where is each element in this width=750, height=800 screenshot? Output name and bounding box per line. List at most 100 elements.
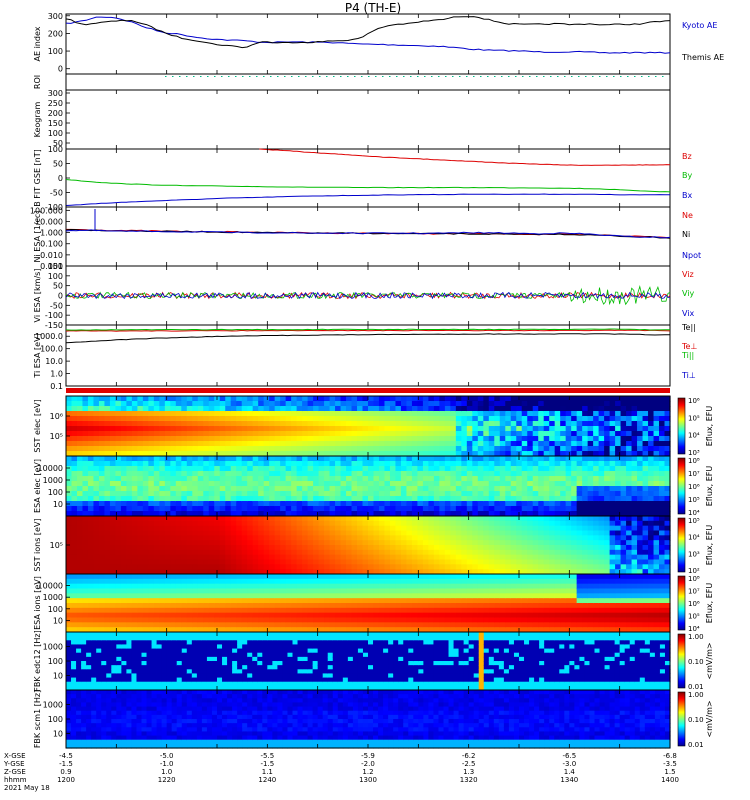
spectro-cell: [131, 569, 138, 575]
spectro-cell: [521, 511, 528, 517]
spectro-cell: [357, 530, 364, 536]
spectro-cell: [329, 511, 336, 517]
spectro-cell: [197, 461, 204, 467]
spectro-cell: [340, 525, 347, 532]
spectro-cell: [516, 496, 523, 502]
spectro-cell: [76, 411, 84, 417]
spectro-cell: [71, 471, 78, 477]
spectro-cell: [153, 564, 160, 570]
spectro-cell: [433, 501, 440, 507]
spectro-cell: [450, 481, 457, 487]
spectro-cell: [598, 530, 605, 536]
spectro-cell: [318, 622, 325, 628]
spectro-cell: [258, 583, 265, 590]
spectro-cell: [142, 559, 149, 565]
spectro-cell: [335, 401, 342, 407]
spectro-cell: [203, 461, 210, 467]
roi-dot: [655, 76, 657, 77]
spectro-cell: [455, 461, 462, 467]
spectro-cell: [516, 426, 523, 432]
spectro-cell: [109, 506, 117, 512]
spectro-cell: [483, 396, 490, 402]
spectro-cell: [225, 617, 232, 623]
spectro-cell: [236, 535, 243, 541]
spectro-cell: [346, 569, 353, 575]
spectro-cell: [307, 535, 314, 541]
spectro-cell: [472, 520, 479, 527]
spectro-cell: [335, 501, 342, 507]
spectro-cell: [258, 569, 265, 575]
spectro-cell: [302, 612, 309, 619]
spectro-cell: [307, 574, 314, 580]
spectro-cell: [285, 396, 292, 402]
spectro-cell: [648, 486, 655, 492]
spectro-cell: [159, 540, 166, 546]
spectro-cell: [329, 401, 336, 407]
spectro-cell: [214, 588, 221, 594]
spectro-cell: [82, 411, 89, 417]
spectro-cell: [247, 501, 254, 507]
spectro-cell: [71, 569, 78, 575]
spectro-cell: [653, 461, 660, 467]
spectro-cell: [335, 476, 342, 482]
spectro-cell: [170, 554, 177, 561]
spectro-cell: [252, 540, 259, 546]
spectro-cell: [461, 451, 468, 457]
spectro-cell: [82, 491, 89, 497]
spectro-cell: [455, 545, 462, 551]
spectro-cell: [461, 461, 468, 467]
spectro-cell: [417, 540, 424, 546]
spectro-cell: [82, 441, 89, 447]
spectro-cell: [192, 436, 199, 442]
spectro-cell: [318, 545, 325, 551]
spectro-cell: [340, 401, 347, 407]
spectro-cell: [313, 564, 320, 570]
spectro-cell: [115, 520, 122, 527]
spectro-cell: [335, 554, 342, 561]
spectro-cell: [203, 569, 210, 575]
spectro-cell: [620, 416, 627, 422]
spectro-cell: [153, 516, 160, 522]
spectro-cell: [532, 535, 539, 541]
spectro-cell: [175, 554, 182, 561]
spectro-cell: [71, 451, 78, 457]
spectro-cell: [598, 476, 605, 482]
spectro-cell: [411, 564, 419, 570]
spectro-cell: [637, 511, 644, 517]
spectro-cell: [357, 406, 364, 412]
legend-label: Te⊥: [681, 342, 697, 351]
spectro-cell: [263, 530, 270, 536]
spectro-cell: [175, 436, 182, 442]
spectro-cell: [186, 491, 193, 497]
spectro-cell: [609, 406, 616, 412]
spectro-cell: [637, 441, 644, 447]
spectro-cell: [252, 506, 259, 512]
spectro-cell: [433, 486, 440, 492]
spectro-cell: [137, 603, 144, 609]
spectro-cell: [400, 496, 408, 502]
spectro-cell: [170, 607, 177, 614]
spectro-cell: [620, 540, 627, 546]
spectro-cell: [384, 446, 391, 452]
spectro-cell: [214, 446, 221, 452]
spectro-cell: [98, 451, 106, 457]
spectro-cell: [587, 476, 594, 482]
spectro-cell: [324, 481, 331, 487]
spectro-cell: [87, 426, 95, 432]
spectro-cell: [214, 431, 221, 437]
spectro-cell: [186, 569, 193, 575]
spectro-cell: [269, 471, 276, 477]
spectro-cell: [263, 569, 270, 575]
spectro-cell: [82, 569, 89, 575]
spectro-cell: [450, 511, 457, 517]
spectro-cell: [395, 426, 402, 432]
spectro-cell: [357, 569, 364, 575]
spectro-cell: [181, 607, 188, 614]
spectro-cell: [225, 506, 232, 512]
spectro-cell: [186, 396, 193, 402]
spectro-cell: [137, 411, 144, 417]
spectro-cell: [582, 396, 589, 402]
spectro-cell: [126, 506, 133, 512]
spectro-cell: [560, 506, 567, 512]
spectro-cell: [66, 461, 73, 467]
